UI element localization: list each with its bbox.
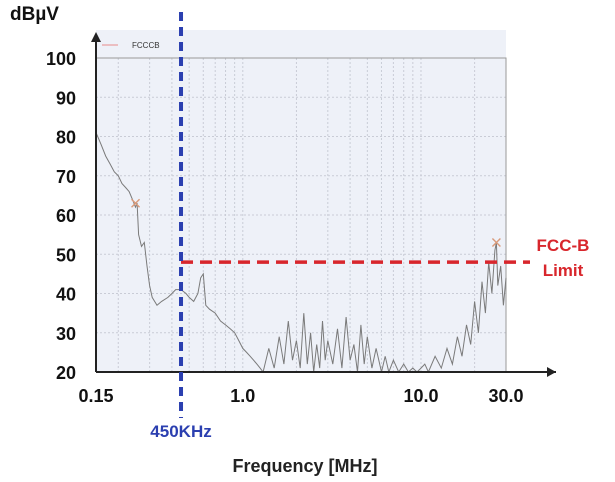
y-tick-label: 30 [56,324,76,344]
peak-marker-stroke [491,237,501,247]
y-tick-label: 40 [56,285,76,305]
x-tick-label: 30.0 [488,386,523,406]
plot-background [96,30,506,372]
series-layer [95,132,507,374]
y-tick-label: 100 [46,49,76,69]
axes [91,32,556,377]
peak-marker-stroke [131,198,141,208]
peak-marker-0 [131,198,141,208]
limit-annotation-label-line1: FCC-B [537,236,590,255]
frequency-annotation-label: 450KHz [150,422,211,441]
x-tick-labels: 0.15 1.0 10.0 30.0 [78,386,523,406]
peak-marker-1 [491,237,501,247]
x-axis-arrow [547,367,556,377]
series-line-0 [95,132,507,374]
y-tick-label: 50 [56,245,76,265]
y-tick-label: 20 [56,363,76,383]
y-axis-arrow [91,32,101,42]
limit-annotation-label-line2: Limit [543,261,584,280]
y-tick-label: 90 [56,88,76,108]
x-axis-label: Frequency [MHz] [232,456,377,476]
peak-markers [131,198,501,247]
legend: FCCCB [102,41,160,50]
grid [96,57,507,372]
y-axis-label: dBµV [10,4,59,25]
x-tick-label: 0.15 [78,386,113,406]
legend-label: FCCCB [132,41,160,50]
y-tick-labels: 20 30 40 50 60 70 80 90 100 [46,49,76,383]
plot-frame [96,57,507,372]
y-tick-label: 60 [56,206,76,226]
x-tick-label: 10.0 [403,386,438,406]
x-tick-label: 1.0 [230,386,255,406]
y-tick-label: 80 [56,128,76,148]
y-tick-label: 70 [56,167,76,187]
